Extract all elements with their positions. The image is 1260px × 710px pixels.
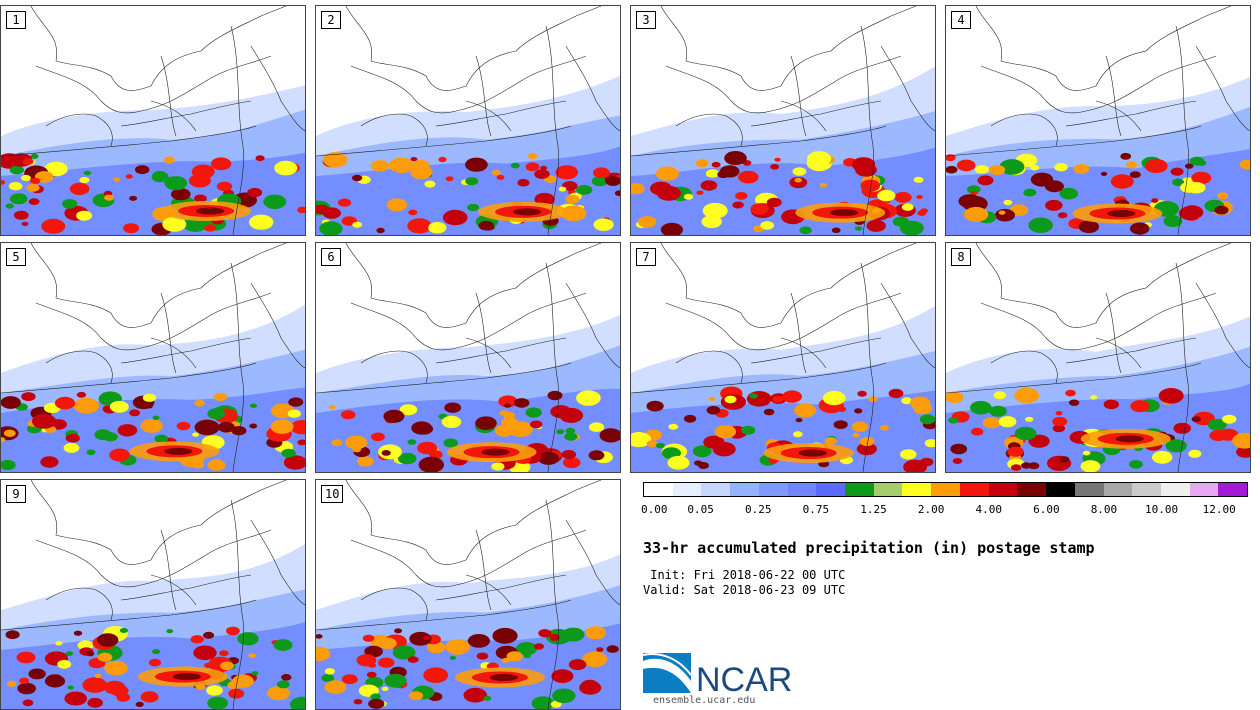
valid-time: Valid: Sat 2018-06-23 09 UTC [643, 583, 846, 597]
colorbar-tick-label: 10.00 [1145, 503, 1179, 516]
precip-map [631, 243, 935, 472]
member-panel-5: 5 [0, 242, 306, 473]
precip-map [1, 480, 305, 709]
colorbar-tick-label: 0.05 [687, 503, 714, 516]
precip-map [1, 6, 305, 235]
colorbar-tick-label: 0.00 [641, 503, 668, 516]
colorbar-swatch [1160, 483, 1190, 496]
member-panel-8: 8 [945, 242, 1251, 473]
member-panel-6: 6 [315, 242, 621, 473]
ncar-logo-text: NCAR [696, 661, 792, 695]
colorbar-swatch [787, 483, 817, 496]
colorbar-tick-label: 1.25 [860, 503, 887, 516]
member-panel-2: 2 [315, 5, 621, 236]
member-number-label: 2 [321, 11, 341, 29]
member-number-label: 3 [636, 11, 656, 29]
colorbar-swatch [816, 483, 846, 496]
colorbar-swatch [758, 483, 788, 496]
ncar-logo: NCAR [643, 653, 792, 695]
colorbar-tick-label: 0.75 [802, 503, 830, 516]
colorbar-swatch [644, 483, 673, 496]
precip-colorbar [643, 482, 1248, 497]
colorbar-swatch [931, 483, 960, 496]
colorbar-swatch [1017, 483, 1047, 496]
colorbar-tick-label: 6.00 [1033, 503, 1060, 516]
precip-map [316, 243, 620, 472]
colorbar-swatch [1046, 483, 1075, 496]
member-panel-4: 4 [945, 5, 1251, 236]
member-panel-10: 10 [315, 479, 621, 710]
member-panel-1: 1 [0, 5, 306, 236]
colorbar-swatch [873, 483, 903, 496]
colorbar-swatch [845, 483, 874, 496]
colorbar-swatch [1132, 483, 1161, 496]
member-panel-7: 7 [630, 242, 936, 473]
colorbar-swatch [701, 483, 731, 496]
member-number-label: 7 [636, 248, 656, 266]
member-panel-9: 9 [0, 479, 306, 710]
ncar-logo-swoosh [643, 658, 691, 693]
member-number-label: 6 [321, 248, 341, 266]
precip-map [316, 480, 620, 709]
precip-map [316, 6, 620, 235]
colorbar-swatch [672, 483, 702, 496]
colorbar-tick-label: 0.25 [744, 503, 772, 516]
member-number-label: 10 [321, 485, 344, 503]
colorbar-swatch [1074, 483, 1104, 496]
colorbar-swatch [730, 483, 759, 496]
precip-map [946, 6, 1250, 235]
product-title: 33-hr accumulated precipitation (in) pos… [643, 539, 1095, 557]
colorbar-tick-label: 4.00 [975, 503, 1002, 516]
member-number-label: 8 [951, 248, 971, 266]
member-number-label: 5 [6, 248, 26, 266]
website-link[interactable]: ensemble.ucar.edu [653, 695, 756, 706]
colorbar-tick-label: 12.00 [1202, 503, 1236, 516]
colorbar-swatch [1103, 483, 1133, 496]
member-number-label: 4 [951, 11, 971, 29]
colorbar-tick-label: 8.00 [1090, 503, 1118, 516]
precip-map [631, 6, 935, 235]
colorbar-swatch [988, 483, 1018, 496]
colorbar-swatch [959, 483, 989, 496]
colorbar-tick-labels: 0.00 0.05 0.25 0.75 1.25 2.00 4.00 6.00 8.00 10.0… [641, 503, 1248, 517]
precip-map [946, 243, 1250, 472]
member-number-label: 9 [6, 485, 26, 503]
init-time: Init: Fri 2018-06-22 00 UTC [643, 568, 846, 582]
colorbar-tick-label: 2.00 [917, 503, 945, 516]
precip-map [1, 243, 305, 472]
colorbar-swatch [1189, 483, 1219, 496]
colorbar-swatch [1218, 483, 1248, 496]
member-panel-3: 3 [630, 5, 936, 236]
colorbar-swatch [902, 483, 932, 496]
member-number-label: 1 [6, 11, 26, 29]
